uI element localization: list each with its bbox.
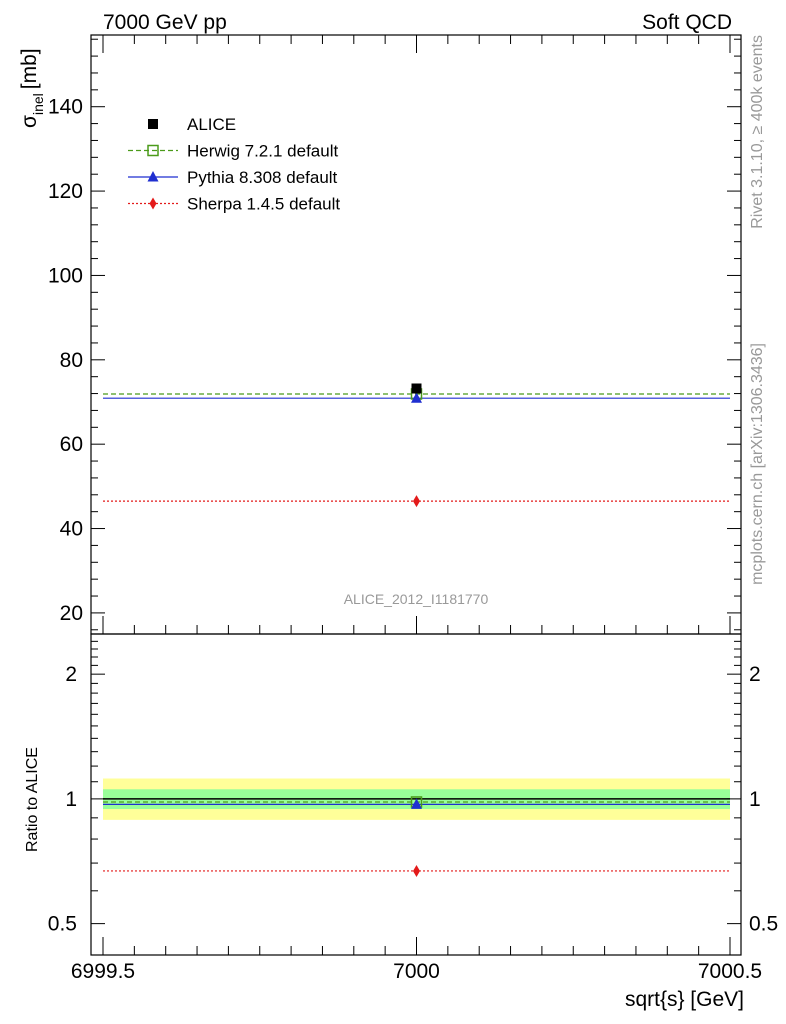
main-data-point: [411, 383, 422, 394]
main-ytick-label: 60: [60, 433, 83, 456]
series-layer: [103, 383, 730, 877]
legend: ALICE Herwig 7.2.1 default Pythia 8.308 de…: [128, 115, 340, 214]
legend-herwig-marker: [147, 144, 159, 157]
header-right: Soft QCD: [642, 11, 732, 34]
main-ytick-label: 100: [48, 264, 83, 287]
main-pythia-point: [411, 392, 422, 403]
main-ytick-label: 140: [48, 96, 83, 119]
ratio-ytick-label: 1: [65, 788, 77, 811]
main-ytick-label: 20: [60, 602, 83, 625]
main-ytick-label: 40: [60, 518, 83, 541]
x-tick-label: 7000.5: [698, 960, 762, 983]
x-tick-label: 7000: [393, 960, 440, 983]
x-axis-label: sqrt{s} [GeV]: [625, 988, 744, 1011]
ratio-ylabel: Ratio to ALICE: [24, 747, 41, 852]
legend-sherpa-marker: [149, 197, 157, 210]
legend-data-marker: [148, 119, 158, 129]
main-ytick-label: 80: [60, 349, 83, 372]
analysis-label: ALICE_2012_I1181770: [344, 591, 489, 607]
legend-data-label: ALICE: [187, 115, 236, 134]
ratio-sherpa-point: [413, 864, 420, 877]
main-ytick-label: 120: [48, 180, 83, 203]
ratio-ytick-label-right: 1: [749, 788, 761, 811]
ratio-ytick-label-right: 0.5: [749, 913, 778, 936]
main-ylabel: σinel[mb]: [18, 48, 46, 128]
legend-pythia-label: Pythia 8.308 default: [187, 168, 338, 187]
mcplots-label: mcplots.cern.ch [arXiv:1306.3436]: [749, 343, 766, 585]
ratio-ytick-label-right: 2: [749, 663, 761, 686]
legend-herwig-label: Herwig 7.2.1 default: [187, 142, 338, 161]
main-sherpa-point: [413, 495, 420, 508]
ratio-ytick-label: 2: [65, 663, 77, 686]
ratio-pythia-point: [411, 798, 422, 809]
ratio-ytick-label: 0.5: [48, 913, 77, 936]
legend-pythia-marker: [147, 171, 159, 182]
axes-layer: 20 40 60 80 100 120 140 0.5 0.5 1 1 2 2 6999.5 7000 700…: [48, 34, 778, 983]
rivet-label: Rivet 3.1.10, ≥ 400k events: [749, 35, 766, 229]
x-tick-label: 6999.5: [71, 960, 135, 983]
legend-sherpa-label: Sherpa 1.4.5 default: [187, 195, 340, 214]
header-left: 7000 GeV pp: [103, 11, 227, 34]
